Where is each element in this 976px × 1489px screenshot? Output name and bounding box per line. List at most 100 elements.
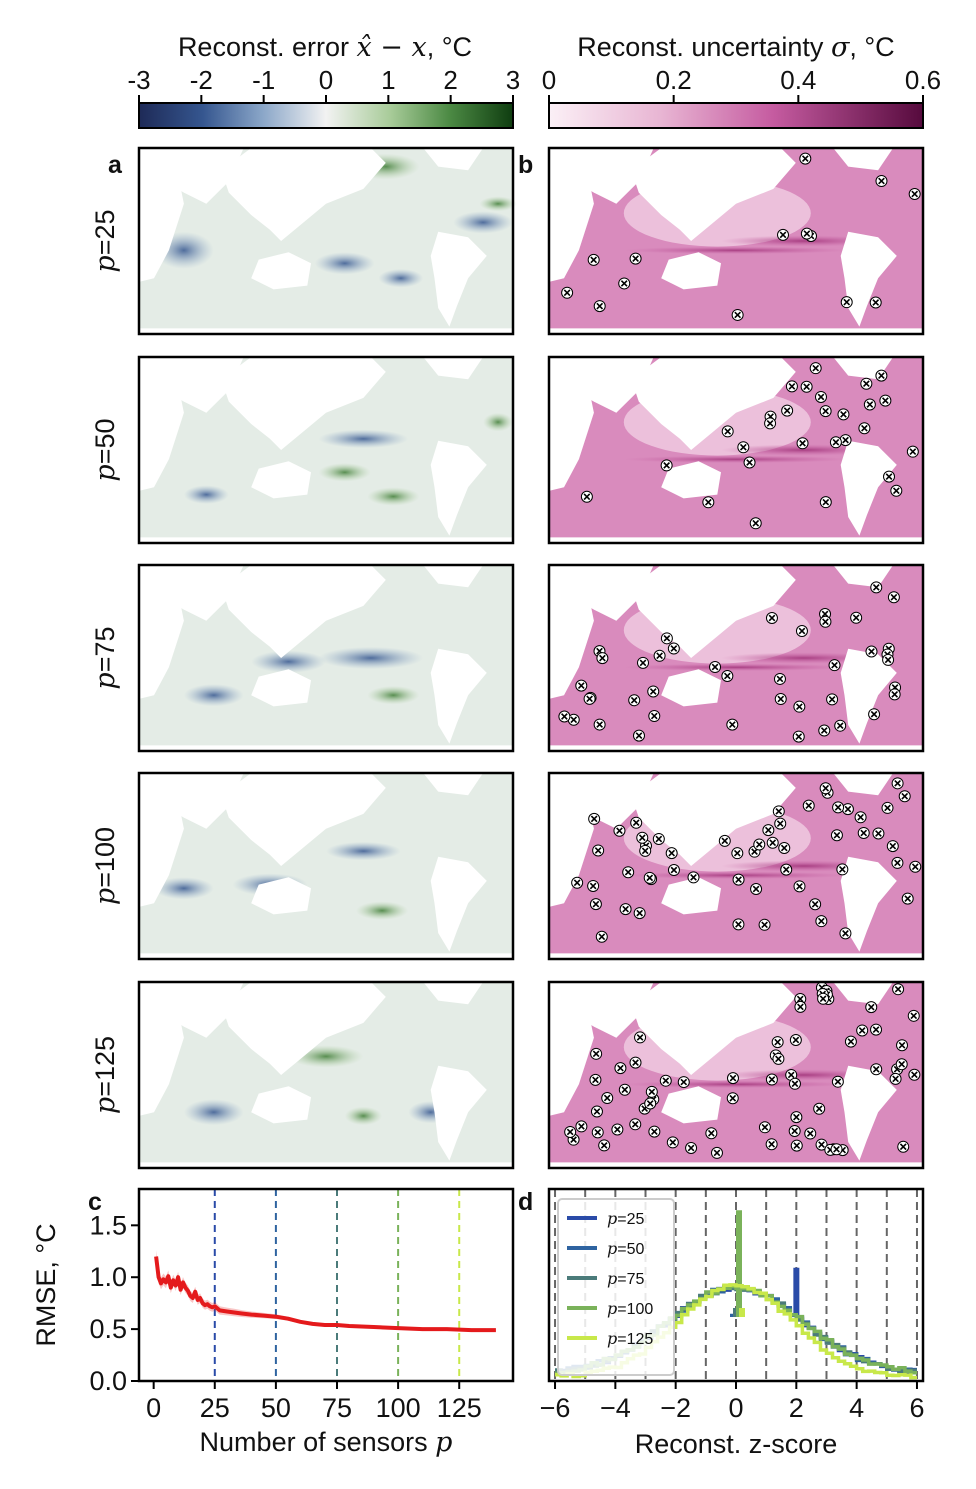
sensor-marker <box>831 1075 844 1088</box>
land-mask <box>549 576 594 699</box>
sensor-marker-x <box>894 985 902 993</box>
sensor-marker-x <box>870 710 878 718</box>
sensor-marker <box>815 915 828 928</box>
sensor-marker <box>789 1033 802 1046</box>
land-mask <box>251 877 311 915</box>
sensor-marker-x <box>755 841 763 848</box>
sensor-marker-x <box>592 900 600 908</box>
error-colorbar-title: Reconst. error x̂ − x, °C <box>178 32 472 63</box>
error-map <box>137 146 517 336</box>
error-anomaly <box>367 487 420 506</box>
sensor-marker-x <box>901 792 909 800</box>
colorbar-tick-label: 0 <box>542 65 556 95</box>
sensor-marker-x <box>898 1041 906 1049</box>
land-mask <box>221 565 386 658</box>
error-map <box>137 355 515 545</box>
x-tick-label: −2 <box>660 1393 691 1423</box>
error-map-frame <box>137 771 515 961</box>
sensor-marker-x <box>621 1086 629 1094</box>
sensor-marker-x <box>570 716 578 724</box>
sensor-marker-x <box>768 614 776 622</box>
sensor-marker <box>854 811 867 824</box>
sensor-marker-x <box>792 1036 800 1044</box>
sensor-marker <box>840 296 853 309</box>
sensor-marker <box>601 1092 614 1105</box>
sensor-marker-x <box>563 289 571 297</box>
sensor-marker <box>648 710 661 723</box>
sensor-marker-x <box>890 593 898 601</box>
histogram-spike <box>793 1267 800 1317</box>
land-mask <box>549 368 594 491</box>
sensor-marker <box>710 1146 723 1159</box>
land-mask <box>139 328 513 334</box>
sensor-marker <box>709 661 722 674</box>
colorbar-tick-label: -1 <box>252 65 275 95</box>
sensor-marker-x <box>811 900 819 908</box>
sensor-marker <box>772 1052 785 1065</box>
sensor-marker <box>879 394 892 407</box>
sensor-marker <box>870 581 883 594</box>
error-anomaly <box>326 841 401 861</box>
uncertainty-map-frame <box>547 563 925 753</box>
sensor-marker-x <box>735 876 742 883</box>
sensor-marker <box>667 642 680 655</box>
sensor-marker-x <box>636 1034 644 1041</box>
land-mask <box>430 856 487 952</box>
sensor-marker-x <box>796 995 804 1003</box>
land-mask <box>840 856 897 952</box>
sensor-marker-x <box>599 654 606 662</box>
sensor-marker-x <box>819 995 827 1003</box>
sensor-marker <box>891 856 904 869</box>
sensor-marker-x <box>798 627 806 635</box>
sensor-marker-x <box>769 839 777 847</box>
land-mask <box>833 982 894 1005</box>
sensor-marker <box>618 1083 631 1096</box>
sensor-marker-x <box>793 1142 801 1149</box>
sensor-marker-x <box>894 779 901 787</box>
sensor-marker <box>792 730 805 743</box>
sensor-marker-x <box>690 874 697 881</box>
sensor-marker <box>749 517 762 530</box>
uncertainty-colorbar-title: Reconst. uncertainty σ, °C <box>577 32 894 63</box>
x-tick-label: 100 <box>376 1393 421 1423</box>
land-mask <box>139 148 244 204</box>
sensor-marker-x <box>776 820 784 827</box>
sensor-marker <box>777 228 790 241</box>
sensor-marker <box>618 277 631 290</box>
y-tick-label: 1.0 <box>89 1262 127 1292</box>
sensor-marker-x <box>577 682 585 689</box>
sensor-marker-x <box>806 1130 814 1137</box>
sensor-marker <box>826 693 839 706</box>
sensor-marker-x <box>592 1050 600 1058</box>
x-tick-label: 50 <box>261 1393 291 1423</box>
land-mask <box>430 648 487 744</box>
land-mask <box>139 368 184 491</box>
sensor-marker <box>561 286 574 299</box>
sensor-marker-x <box>822 498 830 506</box>
sensor-marker-x <box>832 438 840 446</box>
rmse-axes-frame <box>137 1187 515 1383</box>
sensor-marker-x <box>815 1105 823 1113</box>
rmse-series-line <box>154 1256 496 1333</box>
x-tick-label: 25 <box>200 1393 230 1423</box>
sensor-marker-x <box>752 519 760 527</box>
row-sensor-label: p=75 <box>90 626 121 689</box>
x-tick-label: 0 <box>728 1393 743 1423</box>
land-mask <box>661 877 721 915</box>
sensor-marker-x <box>867 1003 875 1011</box>
error-anomaly <box>318 646 424 670</box>
sensor-marker-x <box>734 311 741 319</box>
land-mask <box>840 440 897 536</box>
sensor-marker-x <box>842 436 849 444</box>
sensor-marker-x <box>592 1076 599 1084</box>
sensor-marker <box>758 1121 771 1134</box>
sensor-marker <box>687 871 700 884</box>
sensor-marker <box>753 838 766 851</box>
sensor-marker <box>721 425 734 438</box>
land-mask <box>423 565 484 588</box>
sensor-marker-x <box>860 829 868 837</box>
land-mask <box>840 231 897 327</box>
sensor-marker-x <box>648 1088 656 1096</box>
sensor-marker <box>637 656 650 669</box>
